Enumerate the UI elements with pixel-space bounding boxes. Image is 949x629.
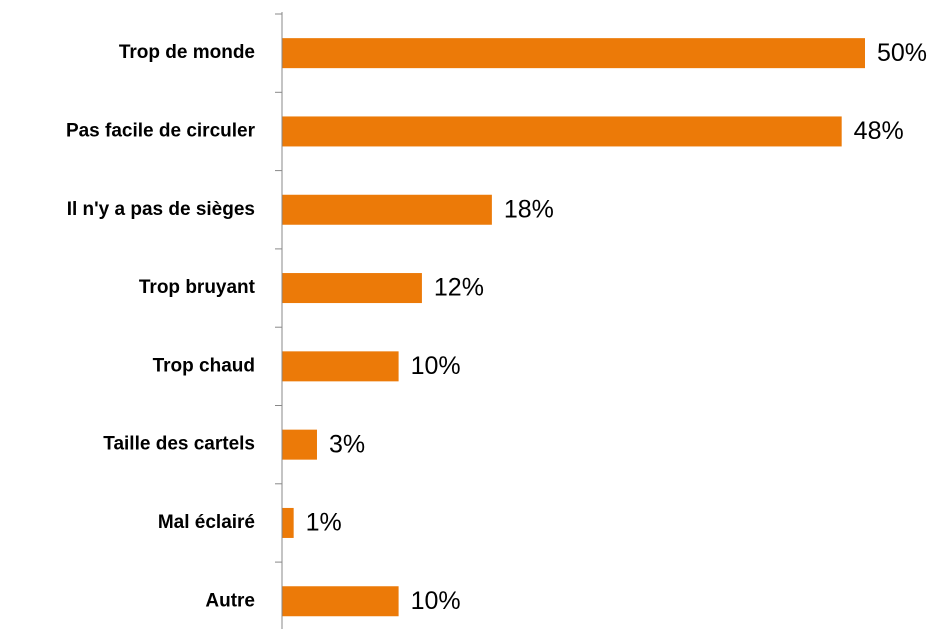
bar — [282, 507, 294, 538]
bar — [282, 586, 399, 617]
value-label: 10% — [411, 587, 461, 615]
value-label: 50% — [877, 39, 927, 67]
value-label: 12% — [434, 274, 484, 302]
value-label: 48% — [854, 117, 904, 145]
y-tick-label: Trop de monde — [119, 42, 255, 63]
y-tick-label: Autre — [205, 590, 255, 611]
y-tick-label: Pas facile de circuler — [66, 120, 256, 141]
bar — [282, 273, 422, 304]
bar — [282, 38, 865, 69]
y-tick-label: Taille des cartels — [103, 434, 255, 455]
y-tick-label: Trop bruyant — [139, 277, 256, 298]
value-label: 1% — [306, 509, 342, 537]
value-label: 18% — [504, 195, 554, 223]
y-tick-label: Il n'y a pas de sièges — [67, 199, 255, 220]
bar — [282, 116, 842, 147]
y-tick-label: Mal éclairé — [158, 512, 255, 533]
value-label: 3% — [329, 430, 365, 458]
y-tick-label: Trop chaud — [153, 355, 255, 376]
bar — [282, 429, 317, 460]
bar — [282, 194, 492, 225]
bar — [282, 351, 399, 382]
value-label: 10% — [411, 352, 461, 380]
